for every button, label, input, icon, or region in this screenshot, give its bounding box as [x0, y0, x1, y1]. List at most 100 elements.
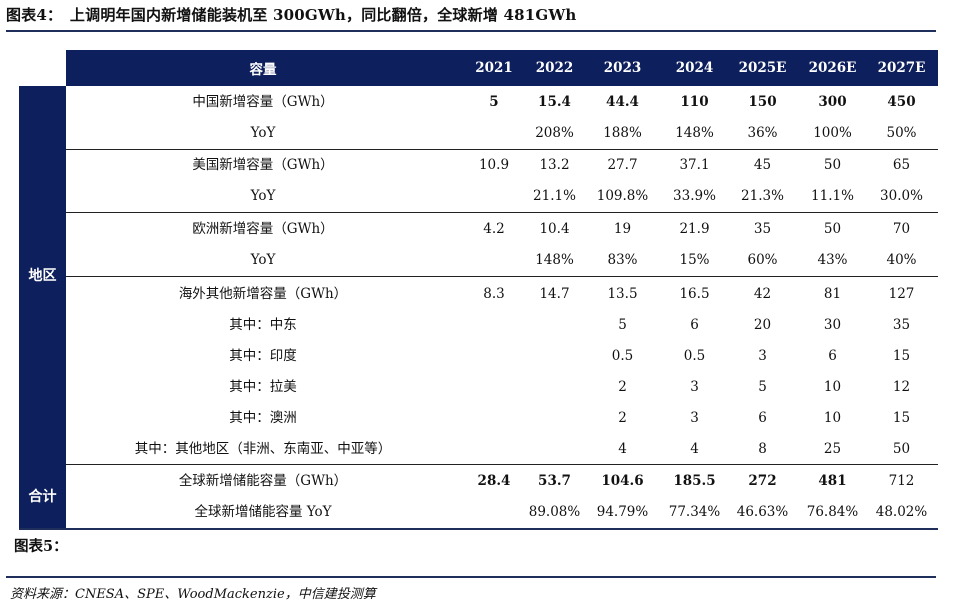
table-cell: 89.08%: [528, 504, 581, 520]
table-cell: 30: [823, 317, 842, 333]
table-cell: 28.4: [477, 473, 511, 489]
table-cell: 81: [823, 286, 842, 302]
table-cell: 35: [892, 317, 911, 333]
table-cell: 109.8%: [596, 188, 649, 204]
table-cell: 77.34%: [668, 504, 721, 520]
table-cell: [460, 403, 528, 433]
row-separator: [66, 276, 938, 277]
row-label: YoY: [250, 125, 276, 141]
header-label-cell: 容量: [66, 50, 460, 86]
table-cell: 50: [823, 157, 842, 173]
table-cell: 10: [823, 379, 842, 395]
table-cell: [460, 245, 528, 275]
row-label: 中国新增容量（GWh）: [192, 94, 334, 110]
table-cell: 33.9%: [673, 188, 716, 204]
source-rule: [6, 576, 936, 578]
table-cell: 20: [753, 317, 772, 333]
table-cell: 3: [690, 410, 699, 426]
header-label: 容量: [249, 62, 277, 78]
table-cell: 15.4: [538, 94, 571, 110]
table-cell: 4.2: [483, 221, 505, 237]
table-cell: 300: [818, 94, 847, 110]
table-cell: 27.7: [607, 157, 638, 173]
table-cell: [460, 372, 528, 402]
table-cell: 0.5: [611, 348, 634, 364]
table-cell: 5: [758, 379, 767, 395]
next-figure-title: 图表5：: [14, 538, 68, 555]
table-cell: 25: [823, 441, 842, 457]
row-label: 其中：拉美: [229, 379, 297, 395]
table-cell: 35: [753, 221, 772, 237]
row-label: YoY: [250, 252, 276, 268]
table-cell: 15: [892, 348, 911, 364]
table-cell: 65: [892, 157, 911, 173]
table-cell: 37.1: [679, 157, 710, 173]
table-bottom-rule: [19, 528, 938, 530]
table-cell: 40%: [886, 252, 917, 268]
row-label: 欧洲新增容量（GWh）: [192, 221, 334, 237]
header-year-2023: 2023: [581, 50, 664, 86]
table-cell: 94.79%: [596, 504, 649, 520]
header-year-2024: 2024: [664, 50, 725, 86]
table-cell: 8: [758, 441, 767, 457]
header-year-2027e: 2027E: [865, 50, 938, 86]
table-cell: 208%: [535, 125, 574, 141]
table-cell: 148%: [675, 125, 714, 141]
table-cell: 0.5: [683, 348, 706, 364]
table-cell: 148%: [535, 252, 574, 268]
header-year-2021: 2021: [460, 50, 528, 86]
table-cell: 16.5: [679, 286, 710, 302]
table-cell: 188%: [603, 125, 642, 141]
table-cell: 272: [748, 473, 777, 489]
table-cell: 21.9: [679, 221, 710, 237]
table-cell: 50: [892, 441, 911, 457]
table-cell: 30.0%: [880, 188, 923, 204]
table-cell: 70: [892, 221, 911, 237]
table-cell: [460, 434, 528, 464]
table-cell: [528, 372, 581, 402]
table-cell: 5: [618, 317, 627, 333]
table-cell: 36%: [747, 125, 778, 141]
table-cell: [460, 341, 528, 371]
table-cell: 712: [888, 473, 915, 489]
table-cell: 50: [823, 221, 842, 237]
title-rule: [6, 30, 936, 32]
table-cell: 44.4: [606, 94, 639, 110]
source-note: 资料来源：CNESA、SPE、WoodMackenzie，中信建投测算: [10, 587, 376, 602]
table-cell: 6: [758, 410, 767, 426]
table-cell: 2: [618, 410, 627, 426]
header-year-2025e: 2025E: [725, 50, 800, 86]
row-label: 其中：其他地区（非洲、东南亚、中亚等）: [134, 441, 392, 457]
header-year-2026e: 2026E: [800, 50, 865, 86]
table-cell: 46.63%: [736, 504, 789, 520]
table-cell: 42: [753, 286, 772, 302]
table-cell: 100%: [813, 125, 852, 141]
table-cell: 110: [680, 94, 709, 110]
row-separator: [66, 212, 938, 213]
table-cell: 19: [613, 221, 632, 237]
table-cell: 21.3%: [741, 188, 784, 204]
table-cell: 48.02%: [875, 504, 928, 520]
table-cell: 3: [758, 348, 767, 364]
table-cell: 60%: [747, 252, 778, 268]
table-cell: 8.3: [483, 286, 505, 302]
row-label: 海外其他新增容量（GWh）: [178, 286, 348, 302]
table-cell: 10: [823, 410, 842, 426]
table-cell: 450: [887, 94, 916, 110]
table-cell: 21.1%: [533, 188, 576, 204]
table-cell: 11.1%: [811, 188, 854, 204]
table-cell: [460, 181, 528, 211]
table-cell: 185.5: [673, 473, 716, 489]
table-cell: 10.4: [539, 221, 570, 237]
table-cell: 14.7: [539, 286, 570, 302]
table-cell: [460, 497, 528, 527]
table-cell: 13.2: [539, 157, 570, 173]
row-label: 其中：澳洲: [229, 410, 297, 426]
table-cell: [528, 341, 581, 371]
row-label: YoY: [250, 188, 276, 204]
table-cell: 4: [618, 441, 627, 457]
table-cell: 5: [489, 94, 499, 110]
figure-title: 图表4： 上调明年国内新增储能装机至 300GWh，同比翻倍，全球新增 481G…: [6, 6, 577, 24]
table-cell: 6: [828, 348, 837, 364]
table-cell: 10.9: [478, 157, 510, 173]
